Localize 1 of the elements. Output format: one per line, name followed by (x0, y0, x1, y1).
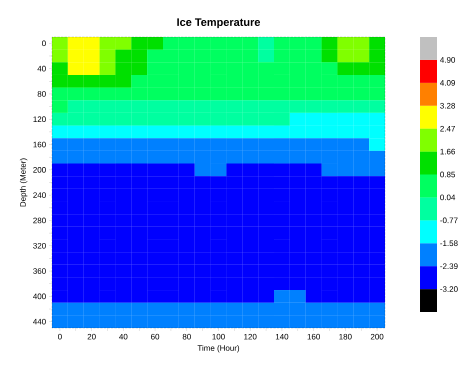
chart-title: Ice Temperature (177, 18, 260, 28)
